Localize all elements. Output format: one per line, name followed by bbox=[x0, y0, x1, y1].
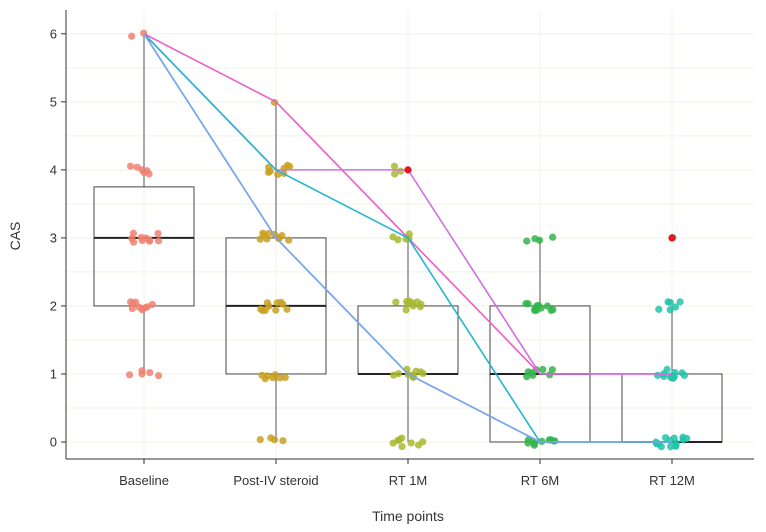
data-point bbox=[416, 368, 424, 376]
data-point bbox=[154, 229, 162, 238]
data-point bbox=[543, 302, 552, 310]
data-point bbox=[272, 306, 280, 314]
x-tick-label: RT 1M bbox=[389, 473, 428, 488]
data-point bbox=[654, 371, 662, 379]
y-tick-label: 5 bbox=[50, 94, 57, 109]
data-point bbox=[391, 170, 399, 178]
data-point bbox=[407, 439, 415, 447]
data-point bbox=[279, 437, 287, 445]
data-point bbox=[256, 435, 264, 444]
data-point bbox=[128, 304, 136, 313]
data-point bbox=[283, 305, 291, 313]
data-point bbox=[672, 439, 680, 447]
data-point bbox=[280, 164, 288, 173]
data-point bbox=[539, 365, 547, 374]
data-point bbox=[154, 237, 163, 245]
data-point bbox=[145, 236, 154, 244]
data-point bbox=[267, 434, 275, 442]
data-point bbox=[524, 439, 532, 447]
y-tick-label: 3 bbox=[50, 230, 57, 245]
y-tick-label: 2 bbox=[50, 298, 57, 313]
data-point bbox=[126, 162, 135, 170]
y-axis-title: CAS bbox=[7, 222, 23, 251]
data-point bbox=[666, 298, 674, 307]
outlier-point bbox=[668, 234, 676, 242]
data-point bbox=[524, 300, 532, 308]
data-point bbox=[671, 303, 680, 311]
outlier-layer bbox=[404, 166, 676, 242]
data-point bbox=[265, 302, 273, 310]
x-tick-label: RT 6M bbox=[521, 473, 560, 488]
data-point bbox=[402, 306, 410, 314]
x-axis-title: Time points bbox=[372, 508, 444, 524]
data-point bbox=[138, 306, 147, 314]
axis-layer: 0 1 2 3 4 5 6 Baseline Post-IV steroid RT 1M RT 6M… bbox=[50, 10, 754, 488]
data-point bbox=[392, 298, 400, 306]
data-point bbox=[132, 298, 140, 306]
data-point bbox=[129, 229, 138, 237]
data-point bbox=[679, 436, 687, 444]
data-point bbox=[148, 300, 156, 309]
data-point bbox=[266, 167, 274, 175]
data-point bbox=[549, 233, 557, 241]
data-point bbox=[138, 236, 146, 245]
outlier-point bbox=[404, 166, 412, 174]
data-point bbox=[140, 168, 148, 176]
x-tick-label: Baseline bbox=[119, 473, 169, 488]
data-point bbox=[546, 371, 554, 379]
data-point bbox=[408, 299, 416, 307]
data-point bbox=[661, 434, 670, 442]
y-tick-label: 6 bbox=[50, 26, 57, 41]
data-point bbox=[128, 32, 136, 40]
data-point bbox=[133, 163, 141, 171]
data-point bbox=[398, 434, 406, 442]
data-point bbox=[523, 237, 531, 245]
x-tick-label: RT 12M bbox=[649, 473, 695, 488]
data-point bbox=[261, 375, 269, 383]
data-point bbox=[259, 306, 267, 315]
y-tick-label: 4 bbox=[50, 162, 57, 177]
data-point bbox=[285, 236, 293, 244]
data-point bbox=[286, 162, 294, 171]
data-point bbox=[281, 373, 289, 382]
y-tick-label: 0 bbox=[50, 434, 57, 449]
data-point bbox=[390, 162, 399, 170]
data-point bbox=[668, 374, 676, 382]
data-point bbox=[125, 371, 134, 379]
data-point bbox=[529, 371, 537, 379]
data-point bbox=[271, 371, 279, 379]
data-point bbox=[655, 305, 663, 313]
data-point bbox=[535, 236, 544, 244]
point-layer bbox=[125, 29, 691, 451]
data-point bbox=[154, 372, 163, 380]
data-point bbox=[671, 368, 679, 377]
data-point bbox=[414, 441, 423, 449]
data-point bbox=[531, 439, 539, 448]
data-point bbox=[676, 298, 684, 306]
data-point bbox=[260, 231, 268, 239]
data-point bbox=[273, 299, 281, 307]
data-point bbox=[138, 367, 146, 375]
data-point bbox=[678, 369, 686, 377]
data-point bbox=[274, 170, 282, 179]
data-point bbox=[398, 442, 406, 451]
data-point bbox=[531, 304, 539, 313]
data-point bbox=[537, 304, 545, 312]
y-tick-label: 1 bbox=[50, 366, 57, 381]
x-tick-label: Post-IV steroid bbox=[233, 473, 318, 488]
trajectory-line bbox=[143, 33, 672, 443]
data-point bbox=[394, 370, 403, 378]
data-point bbox=[146, 368, 154, 377]
data-point bbox=[666, 306, 674, 314]
data-point bbox=[389, 233, 397, 241]
